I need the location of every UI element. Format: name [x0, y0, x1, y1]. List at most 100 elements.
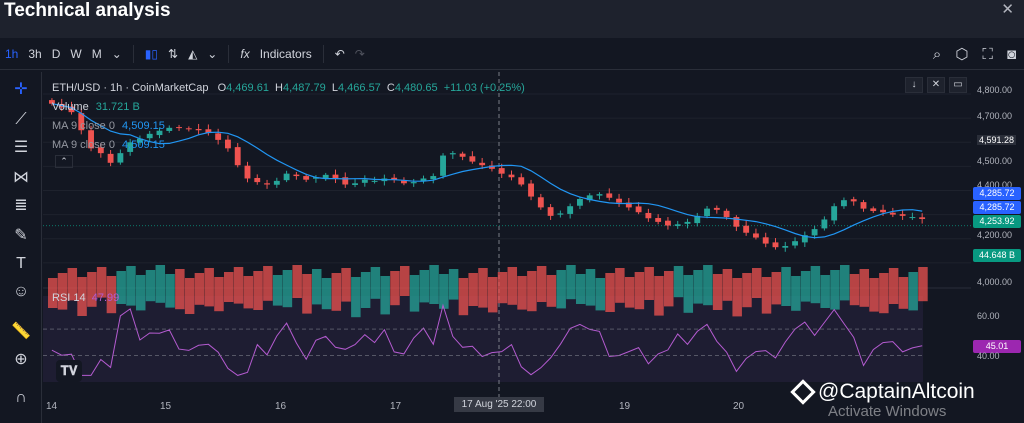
crosshair-icon[interactable]: ✛	[14, 81, 28, 98]
volume-bar	[664, 271, 674, 307]
interval-m[interactable]: M	[91, 46, 102, 61]
candle	[528, 183, 534, 197]
close-icon[interactable]: ✕	[1001, 1, 1014, 18]
volume-bar	[517, 276, 527, 310]
zoom-in-icon[interactable]: ⊕	[14, 351, 28, 368]
time-axis[interactable]: 14 15 16 17 19 20	[43, 398, 971, 416]
volume-bar	[742, 273, 752, 308]
candle	[391, 177, 398, 180]
candle	[586, 195, 593, 201]
horizontal-lines-icon[interactable]: ☰	[13, 139, 29, 156]
time-label: 17	[390, 401, 402, 412]
volume-bar	[360, 272, 371, 308]
candle	[489, 165, 495, 169]
time-label: 16	[275, 401, 287, 412]
volume-bar	[605, 273, 615, 312]
interval-d[interactable]: D	[51, 46, 61, 61]
volume-bar	[536, 266, 547, 302]
brush-icon[interactable]: ✎	[14, 227, 28, 244]
move-down-icon[interactable]: ↓	[905, 77, 923, 93]
magnet-icon[interactable]: ∩	[15, 389, 27, 406]
emoji-icon[interactable]: ☺	[12, 283, 30, 300]
candle	[537, 197, 544, 208]
candle	[107, 153, 114, 163]
rsi-label: RSI 14	[52, 292, 86, 304]
price-label: 4,400.00	[977, 180, 1013, 190]
crosshair-time-label: 17 Aug '25 22:00	[454, 397, 544, 412]
trend-line-icon[interactable]: ⟋	[15, 111, 27, 128]
area-chart-icon[interactable]: ◭	[188, 46, 198, 61]
volume-bar	[810, 266, 821, 304]
legend-collapse-button[interactable]: ⌃	[55, 155, 73, 168]
chevron-down-icon[interactable]: ⌄	[207, 46, 218, 61]
maximize-icon[interactable]: ▭	[949, 77, 967, 93]
volume-badge: 44.648 B	[973, 249, 1021, 262]
volume-bar	[507, 267, 518, 305]
symbol-label[interactable]: ETH/USD · 1h · CoinMarketCap	[52, 82, 209, 94]
price-chart[interactable]	[43, 72, 971, 417]
volume-bar	[585, 269, 596, 306]
text-icon[interactable]: T	[16, 255, 26, 272]
volume-bar	[908, 272, 918, 311]
redo-icon[interactable]: ↷	[354, 46, 365, 61]
interval-3h[interactable]: 3h	[28, 46, 42, 61]
candle	[841, 200, 847, 207]
ruler-icon[interactable]: 📏	[11, 323, 31, 340]
interval-w[interactable]: W	[70, 46, 82, 61]
candle	[831, 206, 838, 221]
fib-tools-icon[interactable]: ≣	[14, 197, 28, 214]
compare-icon[interactable]: ⇅	[168, 46, 179, 61]
volume-bar	[331, 273, 342, 311]
candle	[557, 213, 564, 215]
candle	[508, 174, 515, 178]
volume-value: 31.721 B	[95, 101, 140, 113]
candle	[899, 214, 906, 216]
volume-bar	[126, 266, 136, 306]
candle	[743, 225, 750, 233]
candle	[371, 180, 378, 182]
zoom-search-icon[interactable]: ⌕	[932, 45, 942, 63]
candle	[195, 129, 202, 131]
candle	[361, 179, 368, 183]
pane-controls: ↓ ✕ ▭	[905, 77, 967, 93]
candlestick-icon[interactable]: ▮▯	[144, 46, 158, 61]
open-label: O	[217, 82, 227, 94]
candle	[713, 207, 720, 210]
candle	[772, 242, 779, 248]
pattern-icon[interactable]: ⋈	[13, 169, 29, 186]
volume-bar	[712, 274, 723, 310]
volume-bar	[214, 277, 224, 312]
interval-1h[interactable]: 1h	[5, 46, 19, 61]
candle	[322, 174, 329, 178]
candle	[234, 147, 241, 166]
price-label: 4,200.00	[977, 230, 1013, 240]
fullscreen-icon[interactable]: ⛶	[982, 45, 993, 63]
volume-bar	[693, 270, 703, 304]
undo-icon[interactable]: ↶	[334, 46, 345, 61]
chevron-down-icon[interactable]: ⌄	[111, 46, 122, 61]
candle	[684, 221, 691, 224]
tradingview-logo[interactable]: 𝐓𝐕	[56, 360, 82, 382]
candle	[78, 113, 85, 131]
camera-icon[interactable]: ◙	[1006, 45, 1016, 63]
price-label: 4,800.00	[977, 85, 1013, 95]
volume-bar	[312, 269, 322, 305]
collapse-icon[interactable]: ✕	[927, 77, 945, 93]
watermark: @CaptainAltcoin	[790, 379, 975, 405]
volume-bar	[654, 276, 664, 316]
candle	[156, 130, 163, 136]
candle	[801, 235, 808, 243]
watermark-logo-icon	[790, 379, 816, 405]
candle	[880, 209, 886, 213]
indicators-icon[interactable]: fx	[240, 46, 250, 61]
candle	[88, 130, 94, 149]
candle	[459, 153, 466, 157]
settings-icon[interactable]: ⬡	[955, 46, 969, 63]
volume-bar	[546, 275, 557, 307]
price-axis[interactable]: 4,800.00 4,700.00 4,591.28 4,500.00 4,40…	[971, 72, 1024, 417]
volume-label: Volume	[52, 101, 89, 113]
indicators-button[interactable]: Indicators	[259, 46, 312, 61]
volume-bar	[224, 272, 234, 302]
candle	[694, 215, 701, 224]
price-label: 4,700.00	[977, 111, 1013, 121]
